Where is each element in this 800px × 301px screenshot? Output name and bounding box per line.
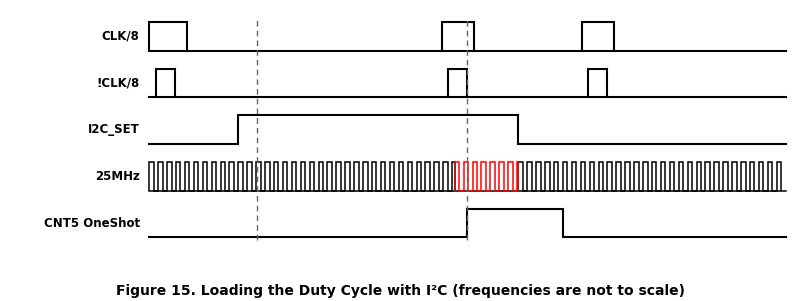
Text: Figure 15. Loading the Duty Cycle with I²C (frequencies are not to scale): Figure 15. Loading the Duty Cycle with I… — [115, 284, 685, 298]
Text: 25MHz: 25MHz — [95, 170, 140, 183]
Text: !CLK/8: !CLK/8 — [97, 76, 140, 89]
Text: CNT5 OneShot: CNT5 OneShot — [44, 216, 140, 229]
Text: CLK/8: CLK/8 — [102, 30, 140, 43]
Text: I2C_SET: I2C_SET — [88, 123, 140, 136]
